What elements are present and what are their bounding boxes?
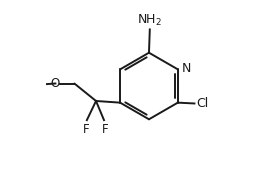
Text: F: F [101,123,108,136]
Text: N: N [181,62,191,75]
Text: O: O [51,77,60,90]
Text: NH$_2$: NH$_2$ [137,13,162,28]
Text: F: F [83,123,89,136]
Text: Cl: Cl [196,97,208,110]
